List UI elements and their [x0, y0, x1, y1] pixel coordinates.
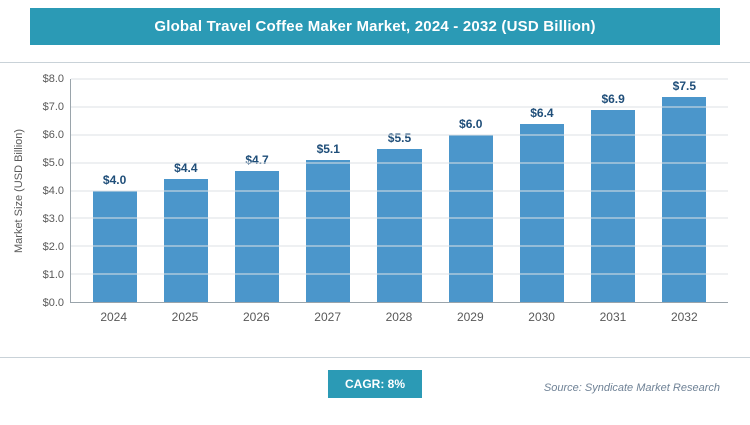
bar	[662, 97, 707, 302]
x-tick-label: 2029	[456, 310, 484, 324]
x-tick-label: 2028	[385, 310, 413, 324]
bar-value-label: $5.1	[316, 141, 340, 156]
y-tick-label: $2.0	[42, 241, 64, 253]
bar-value-label: $4.0	[102, 172, 127, 187]
y-tick-label: $6.0	[42, 129, 64, 141]
bar-column: $6.4	[506, 79, 577, 302]
y-tick-label: $4.0	[42, 185, 64, 197]
gridline	[71, 134, 728, 136]
y-axis-ticks: $0.0 $1.0 $2.0 $3.0 $4.0 $5.0 $6.0 $7.0 $8.0	[28, 73, 70, 309]
gridline	[71, 162, 728, 164]
bar-value-label: $6.0	[459, 116, 483, 131]
source-attribution: Source: Syndicate Market Research	[543, 382, 720, 394]
y-tick-label: $7.0	[42, 101, 64, 113]
cagr-badge: CAGR: 8%	[327, 370, 423, 398]
bar	[519, 123, 564, 302]
gridline	[71, 217, 728, 219]
gridline	[71, 190, 728, 191]
y-tick-label: $3.0	[42, 213, 64, 225]
top-divider	[0, 62, 750, 63]
y-tick-label: $0.0	[42, 297, 64, 309]
y-tick-label: $5.0	[42, 157, 64, 169]
footer: CAGR: 8% Source: Syndicate Market Resear…	[0, 358, 750, 416]
bar	[377, 148, 422, 302]
page: Global Travel Coffee Maker Market, 2024 …	[0, 8, 750, 425]
y-tick-label: $1.0	[42, 269, 64, 281]
bar-value-label: $6.9	[601, 91, 625, 106]
y-tick-label: $8.0	[42, 73, 64, 85]
bar-column: $5.5	[364, 79, 435, 302]
bar	[306, 159, 351, 302]
x-tick-label: 2025	[171, 310, 199, 324]
bar-column: $4.7	[221, 79, 292, 302]
x-axis-labels: 2024 2025 2026 2027 2028 2029 2030 2031 2032	[70, 303, 728, 331]
bar	[591, 109, 636, 302]
chart: Market Size (USD Billion) $0.0 $1.0 $2.0 $3…	[0, 63, 750, 331]
bars-container: $4.0 $4.4 $4.7 $5.1 $5.5 $6.0 $6.4 $6.9 $7.5	[71, 79, 728, 302]
bar	[234, 171, 280, 302]
chart-title-banner: Global Travel Coffee Maker Market, 2024 …	[30, 8, 720, 45]
gridline	[71, 106, 728, 108]
x-tick-label: 2024	[100, 310, 128, 324]
y-axis-title: Market Size (USD Billion)	[13, 128, 25, 254]
bar-value-label: $4.4	[174, 161, 198, 176]
gridline	[71, 273, 728, 275]
bar	[163, 179, 208, 302]
bar-column: $6.9	[578, 79, 649, 302]
bar-value-label: $4.7	[245, 153, 269, 167]
bar-column: $5.1	[293, 79, 364, 302]
x-tick-label: 2032	[670, 310, 698, 324]
x-tick-label: 2031	[599, 310, 627, 324]
plot-and-x-labels: $4.0 $4.4 $4.7 $5.1 $5.5 $6.0 $6.4 $6.9 $7.5 202…	[70, 78, 728, 331]
x-tick-label: 2030	[528, 310, 555, 324]
plot-area: $4.0 $4.4 $4.7 $5.1 $5.5 $6.0 $6.4 $6.9 $7.5	[70, 78, 728, 303]
bar-column: $4.4	[150, 79, 221, 302]
gridline	[71, 78, 728, 80]
bar-value-label: $6.4	[530, 105, 554, 120]
gridline	[71, 245, 728, 247]
x-tick-label: 2026	[242, 310, 270, 324]
bottom-divider	[0, 357, 750, 358]
bar-value-label: $5.5	[387, 130, 412, 145]
bar-value-label: $7.5	[672, 79, 697, 93]
chart-title: Global Travel Coffee Maker Market, 2024 …	[154, 18, 596, 35]
x-tick-label: 2027	[314, 310, 341, 324]
bar-column: $7.5	[649, 79, 720, 302]
